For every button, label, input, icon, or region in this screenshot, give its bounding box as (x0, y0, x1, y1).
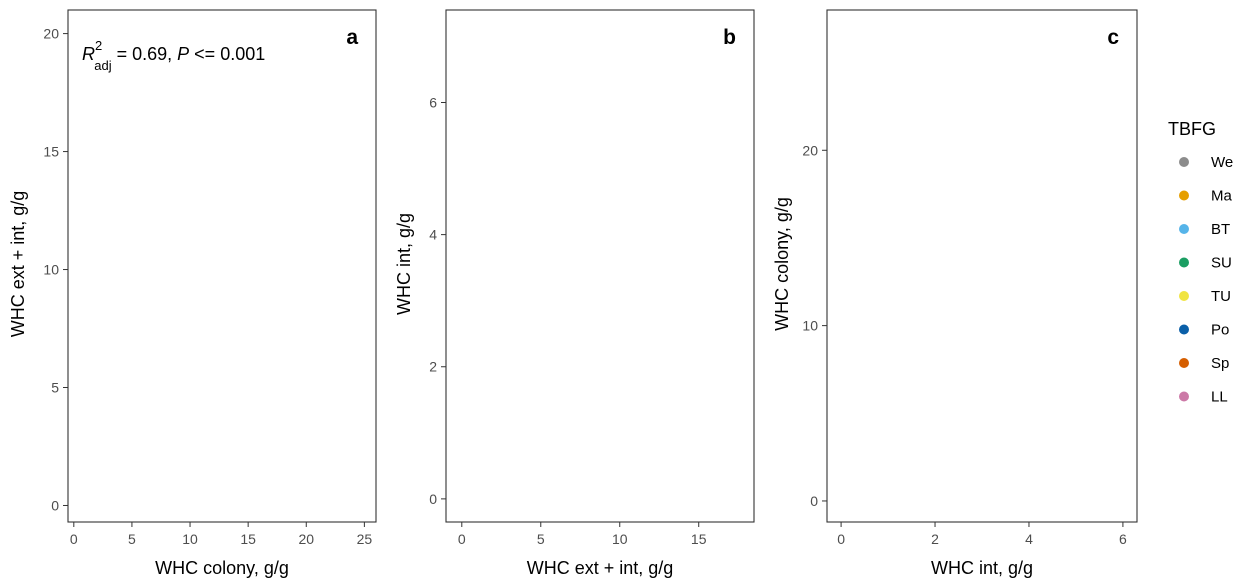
x-tick-label: 5 (537, 531, 545, 547)
x-axis-title: WHC int, g/g (931, 558, 1033, 578)
legend-label: Ma (1211, 188, 1232, 205)
x-tick-label: 15 (691, 531, 707, 547)
y-axis-title: WHC colony, g/g (772, 197, 792, 331)
x-tick-label: 2 (931, 531, 939, 547)
stat-annotation: R2 adj = 0.69, P <= 0.001 (82, 38, 265, 73)
legend-marker (1179, 157, 1189, 167)
y-tick-label: 20 (43, 26, 59, 42)
legend: TBFG We Ma BT SU TU Po Sp LL (1168, 119, 1233, 406)
axis-ticks: 0 5 10 15 20 25 0 5 10 15 20 (43, 26, 372, 547)
x-tick-label: 15 (240, 531, 256, 547)
x-axis-title: WHC ext + int, g/g (527, 558, 674, 578)
x-tick-label: 0 (837, 531, 845, 547)
x-tick-label: 5 (128, 531, 136, 547)
y-axis-title: WHC int, g/g (394, 213, 414, 315)
legend-marker (1179, 324, 1189, 335)
y-tick-label: 15 (43, 144, 59, 160)
legend-marker (1179, 257, 1189, 268)
legend-label: LL (1211, 389, 1228, 406)
y-tick-label: 10 (43, 262, 59, 278)
axis-ticks: 0 5 10 15 0 2 4 6 (429, 94, 707, 547)
y-tick-label: 0 (429, 491, 437, 507)
legend-marker (1179, 358, 1189, 368)
x-tick-label: 10 (182, 531, 198, 547)
panel-letter: c (1107, 26, 1119, 49)
legend-item-ll: LL (1179, 389, 1228, 406)
y-axis-title: WHC ext + int, g/g (8, 191, 28, 338)
legend-item-ma: Ma (1179, 188, 1232, 205)
legend-label: TU (1211, 288, 1231, 305)
legend-marker (1179, 190, 1189, 201)
panel-b: 0 5 10 15 0 2 4 6 WHC ext + int, g/g WHC int, g/g… (394, 9, 755, 578)
legend-label: Sp (1211, 355, 1229, 372)
legend-title: TBFG (1168, 119, 1216, 139)
y-tick-label: 0 (810, 493, 818, 509)
legend-item-su: SU (1179, 255, 1232, 272)
panel-c: 0 2 4 6 0 10 20 WHC int, g/g WHC colony, g/g c (772, 9, 1138, 578)
y-tick-label: 6 (429, 94, 437, 110)
x-tick-label: 10 (612, 531, 628, 547)
panel-border (445, 9, 755, 523)
x-tick-label: 4 (1025, 531, 1033, 547)
legend-marker (1179, 291, 1189, 301)
legend-item-sp: Sp (1179, 355, 1229, 372)
legend-item-po: Po (1179, 322, 1229, 339)
legend-item-we: We (1179, 154, 1233, 171)
y-tick-label: 5 (51, 380, 59, 396)
legend-label: BT (1211, 221, 1230, 238)
panel-letter: b (723, 26, 736, 49)
y-tick-label: 2 (429, 359, 437, 375)
legend-marker (1179, 391, 1189, 402)
legend-item-bt: BT (1179, 221, 1230, 238)
panel-letter: a (346, 26, 358, 49)
y-tick-label: 0 (51, 497, 59, 513)
y-tick-label: 20 (802, 142, 818, 158)
legend-marker (1179, 224, 1189, 234)
x-axis-title: WHC colony, g/g (155, 558, 289, 578)
y-tick-label: 4 (429, 227, 437, 243)
axis-ticks: 0 2 4 6 0 10 20 (802, 142, 1127, 547)
panel-border (67, 9, 377, 523)
y-tick-label: 10 (802, 318, 818, 334)
legend-label: SU (1211, 255, 1232, 272)
legend-label: Po (1211, 322, 1229, 339)
legend-label: We (1211, 154, 1233, 171)
x-tick-label: 6 (1119, 531, 1127, 547)
x-tick-label: 0 (458, 531, 466, 547)
x-tick-label: 0 (70, 531, 78, 547)
x-tick-label: 25 (357, 531, 373, 547)
panel-a: 0 5 10 15 20 25 0 5 10 15 20 WHC colony, g/g WHC ext… (8, 9, 377, 578)
x-tick-label: 20 (298, 531, 314, 547)
panel-border (826, 9, 1138, 523)
legend-item-tu: TU (1179, 288, 1231, 305)
